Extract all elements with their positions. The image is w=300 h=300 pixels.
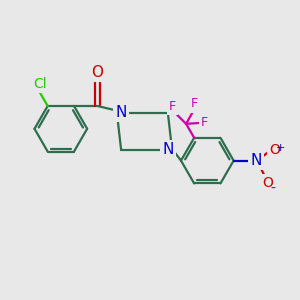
Text: +: + — [276, 143, 285, 153]
Text: N: N — [162, 142, 173, 158]
Text: -: - — [270, 182, 275, 196]
Text: N: N — [250, 153, 261, 168]
Text: O: O — [269, 143, 280, 158]
Text: Cl: Cl — [33, 77, 46, 91]
Text: F: F — [191, 98, 198, 110]
Text: O: O — [91, 65, 103, 80]
Text: F: F — [201, 116, 208, 129]
Text: F: F — [169, 100, 176, 112]
Text: N: N — [116, 105, 127, 120]
Text: O: O — [262, 176, 273, 190]
